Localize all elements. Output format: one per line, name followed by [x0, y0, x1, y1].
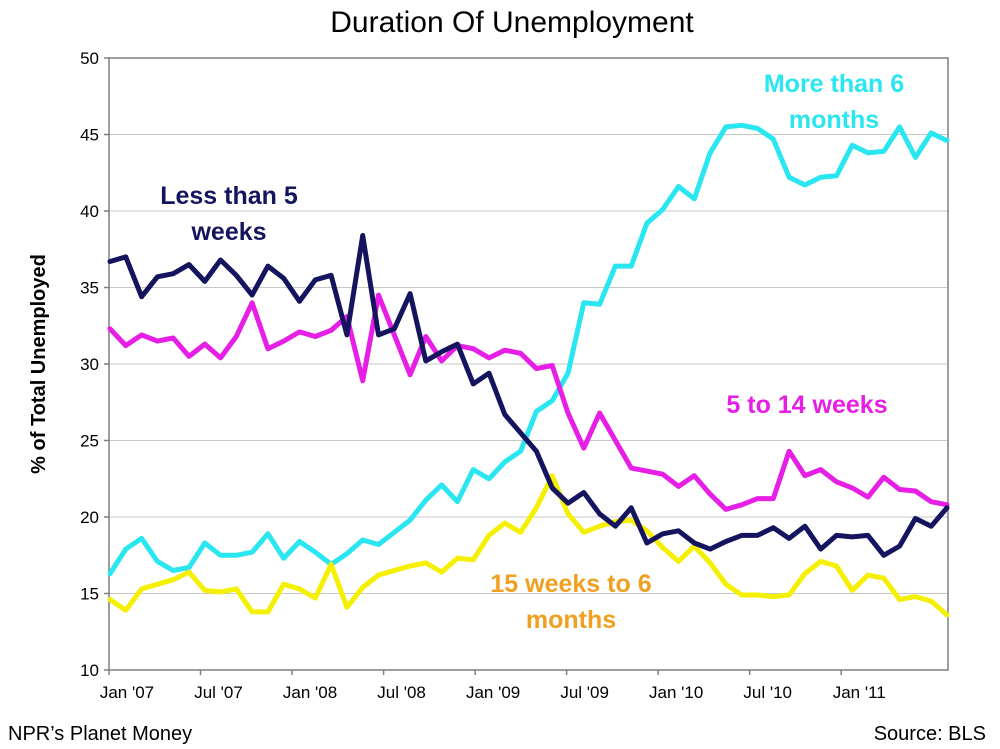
more-than-6-months-label-line1: More than 6 [764, 70, 904, 98]
y-tick-label-10: 10 [80, 661, 99, 680]
series-label-less-than-5-weeks: Less than 5 weeks [160, 182, 298, 246]
less-than-5-weeks-label-line2: weeks [190, 218, 266, 246]
series-line-less-than-5-weeks [107, 233, 950, 558]
y-axis-label: % of Total Unemployed [28, 254, 50, 474]
y-tick-label-45: 45 [80, 126, 99, 145]
x-tick-label-6: Jan '10 [649, 683, 703, 702]
x-tick-label-4: Jan '09 [466, 683, 520, 702]
y-tick-label-50: 50 [80, 49, 99, 68]
x-tick-label-8: Jan '11 [833, 683, 886, 702]
y-axis-ticks: 10 15 20 25 30 35 40 45 50 [80, 49, 109, 680]
series-label-15-weeks-to-6-months: 15 weeks to 6 months [490, 570, 651, 634]
15-weeks-to-6-months-label-line1: 15 weeks to 6 [490, 570, 651, 598]
series-line-15-weeks-to-6-months [107, 473, 950, 618]
series-label-5-to-14-weeks: 5 to 14 weeks [726, 391, 887, 419]
y-tick-label-25: 25 [80, 432, 99, 451]
series-lines [107, 122, 950, 618]
x-tick-label-7: Jul '10 [743, 683, 792, 702]
less-than-5-weeks-label-line1: Less than 5 [160, 182, 298, 210]
y-tick-label-35: 35 [80, 279, 99, 298]
chart-title: Duration Of Unemployment [330, 6, 694, 39]
5-to-14-weeks-label: 5 to 14 weeks [726, 391, 887, 419]
x-tick-label-2: Jan '08 [283, 683, 337, 702]
x-tick-label-1: Jul '07 [194, 683, 243, 702]
footer-source: Source: BLS [874, 723, 986, 745]
x-axis-ticks: Jan '07 Jul '07 Jan '08 Jul '08 Jan '09 Jul '… [100, 670, 886, 702]
series-label-more-than-6-months: More than 6 months [764, 70, 904, 134]
15-weeks-to-6-months-label-line2: months [526, 606, 616, 634]
series-line-5-to-14-weeks [107, 292, 950, 512]
more-than-6-months-label-line2: months [789, 106, 879, 134]
plot-area-border [108, 57, 949, 671]
footer-credit: NPR’s Planet Money [8, 723, 192, 745]
series-line-more-than-6-months [107, 122, 950, 577]
x-tick-label-5: Jul '09 [560, 683, 609, 702]
y-tick-label-40: 40 [80, 202, 99, 221]
y-tick-label-20: 20 [80, 508, 99, 527]
x-tick-label-3: Jul '08 [377, 683, 426, 702]
y-tick-label-15: 15 [80, 585, 99, 604]
y-tick-label-30: 30 [80, 355, 99, 374]
x-tick-label-0: Jan '07 [100, 683, 154, 702]
